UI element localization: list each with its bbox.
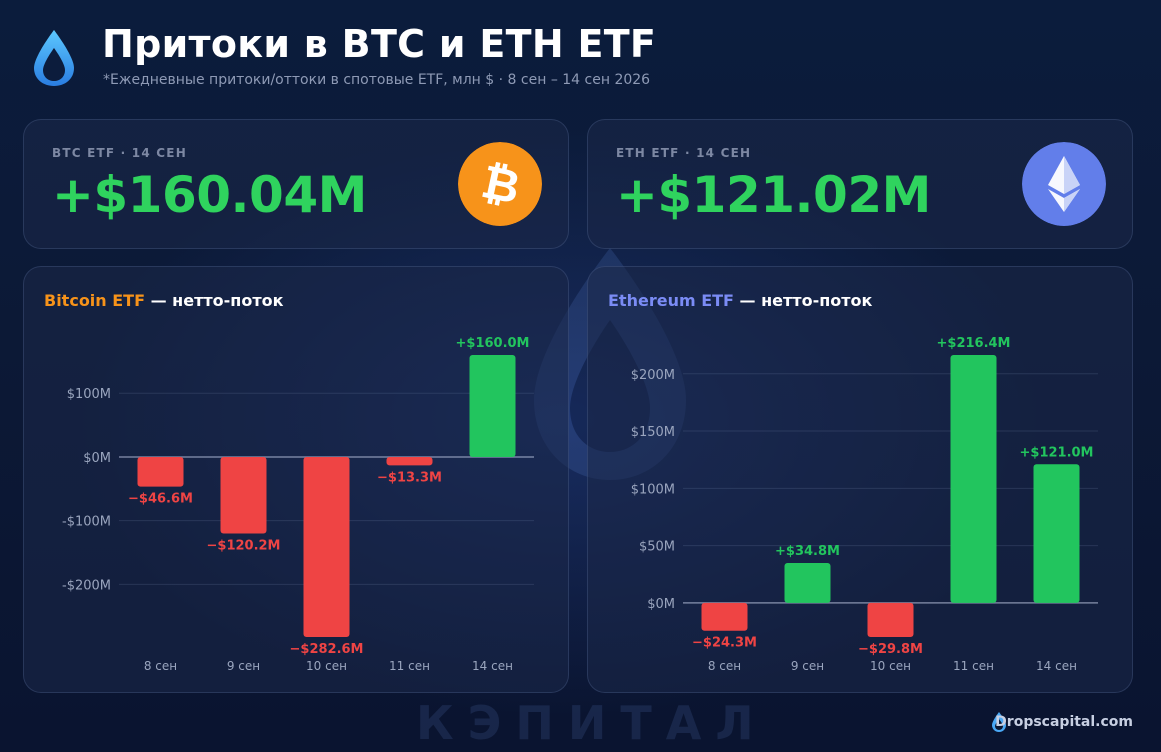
chart-title-suffix: — нетто-поток — [739, 291, 873, 310]
chart-title-name: Ethereum ETF — [608, 291, 734, 310]
bar — [950, 355, 997, 603]
chart-card-eth: Ethereum ETF — нетто-поток $200M $150M $10… — [587, 266, 1133, 693]
kpi-label: BTC ETF · 14 СЕН — [52, 146, 187, 160]
x-tick-label: 9 сен — [791, 659, 824, 673]
ethereum-icon — [1022, 142, 1106, 226]
chart-title: Bitcoin ETF — нетто-поток — [44, 291, 283, 310]
chart-title-suffix: — нетто-поток — [150, 291, 284, 310]
page-subtitle: *Ежедневные притоки/оттоки в спотовые ET… — [103, 72, 651, 88]
y-tick-label: -$200M — [62, 578, 111, 593]
bar — [784, 563, 831, 603]
bar-value-label: +$160.0M — [456, 336, 530, 351]
watermark-text: КЭПИТАЛ — [416, 696, 768, 750]
bar-value-label: −$46.6M — [128, 492, 193, 507]
bar — [137, 456, 184, 487]
bar-value-label: −$120.2M — [207, 539, 281, 554]
bar-value-label: −$24.3M — [692, 636, 757, 651]
bitcoin-icon: ₿ — [458, 142, 542, 226]
page-title: Притоки в BTC и ETH ETF — [102, 22, 657, 66]
x-tick-label: 14 сен — [472, 659, 513, 673]
drop-logo-icon — [34, 30, 74, 86]
bar — [303, 456, 350, 637]
brand-drop-icon — [992, 712, 1006, 732]
kpi-value: +$121.02M — [616, 166, 931, 224]
x-tick-label: 11 сен — [389, 659, 430, 673]
bar — [867, 602, 914, 637]
eth-bar-chart: $200M $150M $100M $50M $0M −$24.3M 8 сен +$34.8… — [631, 336, 1098, 673]
y-tick-label: $0M — [647, 597, 675, 612]
y-tick-label: -$100M — [62, 515, 111, 530]
bar-value-label: −$13.3M — [377, 470, 442, 485]
y-tick-label: $150M — [631, 425, 675, 440]
x-tick-label: 8 сен — [708, 659, 741, 673]
x-tick-label: 11 сен — [953, 659, 994, 673]
kpi-value: +$160.04M — [52, 166, 367, 224]
kpi-card-btc: BTC ETF · 14 СЕН +$160.04M ₿ — [23, 119, 569, 249]
kpi-label: ETH ETF · 14 СЕН — [616, 146, 752, 160]
x-tick-label: 10 сен — [870, 659, 911, 673]
bar — [220, 456, 267, 534]
bar — [701, 602, 748, 631]
y-tick-label: $100M — [631, 482, 675, 497]
y-tick-label: $200M — [631, 368, 675, 383]
btc-bar-chart: $100M $0M -$100M -$200M −$46.6M 8 сен −$120.2M… — [62, 336, 534, 673]
bar-value-label: −$282.6M — [290, 642, 364, 657]
bar-value-label: −$29.8M — [858, 642, 923, 657]
kpi-card-eth: ETH ETF · 14 СЕН +$121.02M — [587, 119, 1133, 249]
chart-title: Ethereum ETF — нетто-поток — [608, 291, 872, 310]
y-tick-label: $0M — [83, 451, 111, 466]
x-tick-label: 9 сен — [227, 659, 260, 673]
brand-link[interactable]: Dropscapital.com — [995, 714, 1133, 730]
bar — [386, 456, 433, 466]
x-tick-label: 10 сен — [306, 659, 347, 673]
bar — [469, 355, 516, 457]
bar-value-label: +$121.0M — [1020, 445, 1094, 460]
x-tick-label: 8 сен — [144, 659, 177, 673]
bar-value-label: +$34.8M — [775, 544, 840, 559]
y-tick-label: $50M — [639, 540, 675, 555]
x-tick-label: 14 сен — [1036, 659, 1077, 673]
bar — [1033, 464, 1080, 603]
bar-value-label: +$216.4M — [937, 336, 1011, 351]
y-tick-label: $100M — [67, 387, 111, 402]
chart-title-name: Bitcoin ETF — [44, 291, 146, 310]
chart-card-btc: Bitcoin ETF — нетто-поток $100M $0M -$100M… — [23, 266, 569, 693]
